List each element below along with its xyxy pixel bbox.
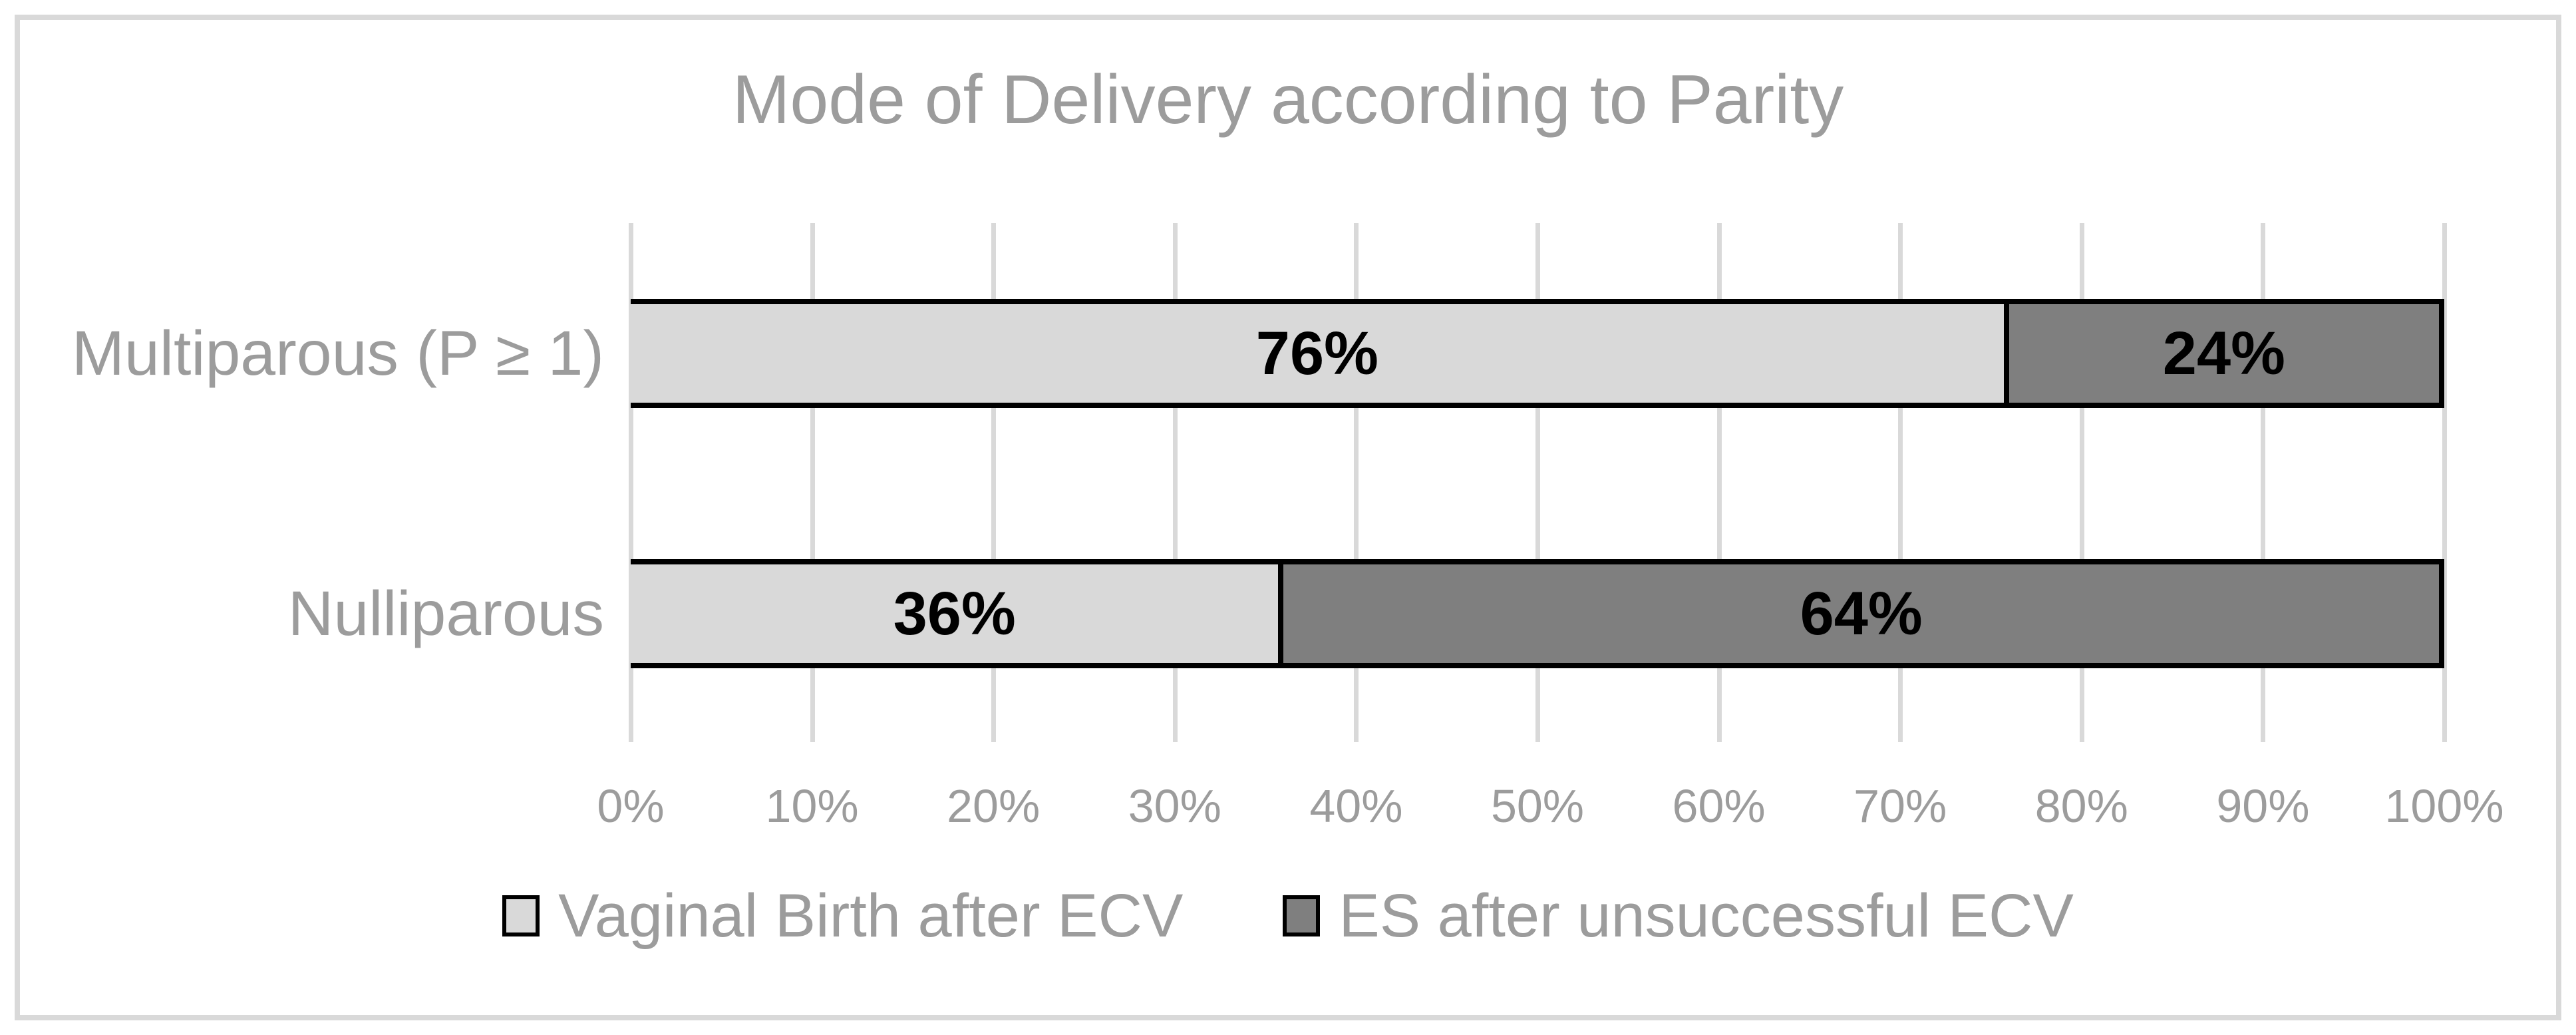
plot-area [629,223,2447,742]
chart-title: Mode of Delivery according to Parity [732,61,1844,138]
legend-label: Vaginal Birth after ECV [558,882,1184,950]
x-tick-label: 0% [597,780,665,832]
legend-label: ES after unsuccessful ECV [1339,882,2074,950]
gridline [629,223,633,742]
bar-value-label: 64% [1800,579,1923,648]
bar-value-label: 76% [1255,319,1378,387]
bar-value-label: 24% [2162,319,2285,387]
gridline [991,223,997,742]
x-tick-label: 80% [2034,780,2128,832]
bar-value-label: 36% [893,579,1016,648]
legend: Vaginal Birth after ECV ES after unsucces… [0,885,2576,946]
bar-row: 36% 64% [631,559,2444,668]
x-tick-label: 10% [765,780,859,832]
bar-segment-dark: 64% [1283,559,2444,668]
gridline [1535,223,1540,742]
gridline [1354,223,1359,742]
legend-swatch [1283,895,1321,936]
x-tick-label: 90% [2216,780,2310,832]
category-label: Nulliparous [287,578,604,649]
gridline [1716,223,1722,742]
legend-item: Vaginal Birth after ECV [502,885,1183,946]
gridline [1898,223,1903,742]
gridline [1172,223,1178,742]
x-tick-label: 40% [1309,780,1403,832]
bar-segment-light: 76% [631,299,2009,408]
x-tick-label: 70% [1853,780,1947,832]
gridline [810,223,815,742]
x-tick-label: 20% [947,780,1041,832]
category-label: Multiparous (P ≥ 1) [71,318,604,389]
chart-frame-border [15,15,2561,1020]
bar-segment-dark: 24% [2009,299,2444,408]
gridline [2442,223,2447,742]
x-tick-label: 100% [2384,780,2504,832]
legend-swatch [502,895,540,936]
legend-item: ES after unsuccessful ECV [1283,885,2074,946]
gridline [2079,223,2084,742]
gridline [2261,223,2266,742]
x-tick-label: 60% [1672,780,1766,832]
x-tick-label: 30% [1128,780,1221,832]
x-tick-label: 50% [1490,780,1585,832]
bar-segment-light: 36% [631,559,1284,668]
bar-row: 76% 24% [631,299,2444,408]
